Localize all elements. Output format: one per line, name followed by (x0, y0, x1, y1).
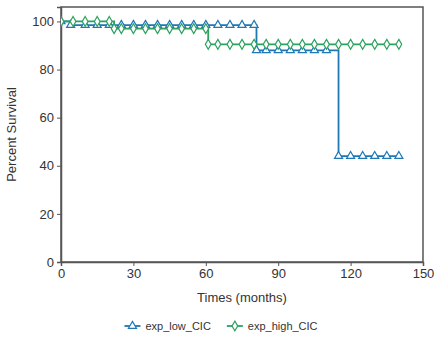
marker (396, 39, 402, 49)
tick: 40 (40, 158, 61, 173)
marker (251, 39, 257, 49)
marker (371, 152, 379, 159)
tick: 150 (413, 262, 435, 281)
tick: 20 (40, 207, 61, 222)
marker (275, 39, 281, 49)
tick: 90 (271, 262, 285, 281)
marker (155, 24, 161, 34)
tick-label: 60 (40, 110, 54, 125)
y-axis: 0 20 40 60 80 100 (32, 8, 61, 270)
tick-label: 0 (58, 266, 65, 281)
tick: 60 (40, 110, 61, 125)
marker (384, 39, 390, 49)
tick-label: 80 (40, 62, 54, 77)
marker (238, 20, 246, 27)
marker (383, 152, 391, 159)
marker (347, 152, 355, 159)
tick: 60 (199, 262, 213, 281)
marker (111, 24, 117, 34)
marker (360, 39, 366, 49)
tick: 0 (47, 255, 61, 270)
legend-marker (128, 321, 136, 328)
plot: 0 30 60 90 120 150 0 20 40 60 80 100 (32, 7, 434, 281)
marker (395, 152, 403, 159)
tick-label: 100 (32, 14, 54, 29)
marker (226, 20, 234, 27)
marker (131, 24, 137, 34)
marker (263, 39, 269, 49)
legend-label: exp_low_CIC (145, 320, 210, 332)
marker (250, 20, 258, 27)
marker (335, 152, 343, 159)
marker (205, 39, 211, 49)
markers (61, 17, 403, 159)
marker (287, 39, 293, 49)
tick-mark (57, 70, 61, 71)
data-area (61, 17, 403, 159)
marker (324, 39, 330, 49)
tick-label: 90 (271, 266, 285, 281)
marker (372, 39, 378, 49)
marker (118, 24, 124, 34)
tick-label: 0 (47, 255, 54, 270)
marker (359, 152, 367, 159)
marker (143, 24, 149, 34)
legend-label: exp_high_CIC (248, 320, 318, 332)
axis-line (57, 8, 62, 263)
tick-label: 20 (40, 207, 54, 222)
marker (82, 17, 88, 27)
chart: 0 30 60 90 120 150 0 20 40 60 80 100 Times (months) P… (0, 0, 442, 347)
tick-label: 150 (413, 266, 435, 281)
tick-mark (57, 118, 61, 119)
plot-frame (61, 7, 423, 262)
marker (336, 39, 342, 49)
marker (215, 39, 221, 49)
tick-mark (57, 21, 61, 22)
marker (239, 39, 245, 49)
legend: exp_low_CIC exp_high_CIC (124, 320, 317, 332)
marker (106, 17, 112, 27)
tick: 0 (58, 262, 65, 281)
marker (214, 20, 222, 27)
marker (227, 39, 233, 49)
tick-label: 60 (199, 266, 213, 281)
x-axis: 0 30 60 90 120 150 (58, 262, 434, 281)
tick-label: 40 (40, 158, 54, 173)
tick-mark (57, 262, 61, 263)
axis-line (62, 263, 424, 267)
tick: 100 (32, 14, 61, 29)
marker (348, 39, 354, 49)
tick-label: 120 (340, 266, 362, 281)
x-axis-title: Times (months) (197, 290, 287, 305)
tick-mark (57, 166, 61, 167)
tick-label: 30 (127, 266, 141, 281)
marker (70, 17, 76, 27)
marker (203, 24, 209, 34)
tick: 30 (127, 262, 141, 281)
series-line (61, 21, 399, 156)
marker (179, 24, 185, 34)
markers (61, 17, 402, 50)
tick: 80 (40, 62, 61, 77)
marker (312, 39, 318, 49)
legend-item[interactable]: exp_high_CIC (227, 320, 318, 332)
tick: 120 (340, 262, 362, 281)
legend-marker (232, 321, 238, 331)
marker (61, 17, 64, 27)
marker (167, 24, 173, 34)
marker (299, 39, 305, 49)
marker (94, 17, 100, 27)
legend-item[interactable]: exp_low_CIC (124, 320, 210, 332)
marker (191, 24, 197, 34)
tick-mark (57, 214, 61, 215)
y-axis-title: Percent Survival (4, 87, 19, 182)
